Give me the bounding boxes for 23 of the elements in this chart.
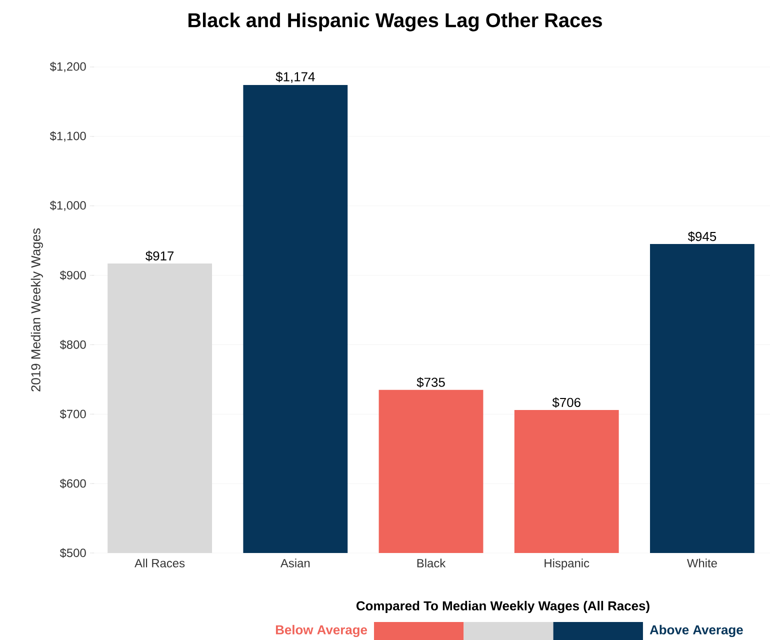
data-label: $917 (146, 250, 174, 262)
y-tick-label: $1,000 (50, 200, 86, 211)
y-tick-label: $1,200 (50, 62, 86, 72)
x-tick-label: Asian (280, 558, 310, 568)
y-tick-label: $800 (60, 340, 86, 350)
data-label: $735 (416, 376, 445, 388)
x-tick-label: Hispanic (544, 558, 590, 570)
text: Below Average (276, 624, 368, 637)
y-tick-label: $500 (60, 548, 86, 558)
chart-title: Black and Hispanic Wages Lag Other Races (188, 12, 602, 32)
y-tick-label: $600 (60, 478, 86, 488)
data-label: $706 (552, 397, 580, 408)
data-label: $945 (688, 231, 716, 242)
x-tick-label: Black (417, 558, 446, 568)
x-tick-label: All Races (134, 558, 185, 568)
y-tick-label: $900 (60, 270, 86, 280)
legend-title: Compared To Median Weekly Wages (All Races) (356, 600, 650, 613)
x-tick-label: White (686, 558, 717, 568)
y-tick-label: $700 (60, 409, 86, 419)
y-axis-title: 2019 Median Weekly Wages (30, 228, 43, 392)
data-label: $1,174 (276, 71, 315, 83)
text: Above Average (650, 624, 743, 637)
y-tick-label: $1,100 (50, 131, 86, 142)
